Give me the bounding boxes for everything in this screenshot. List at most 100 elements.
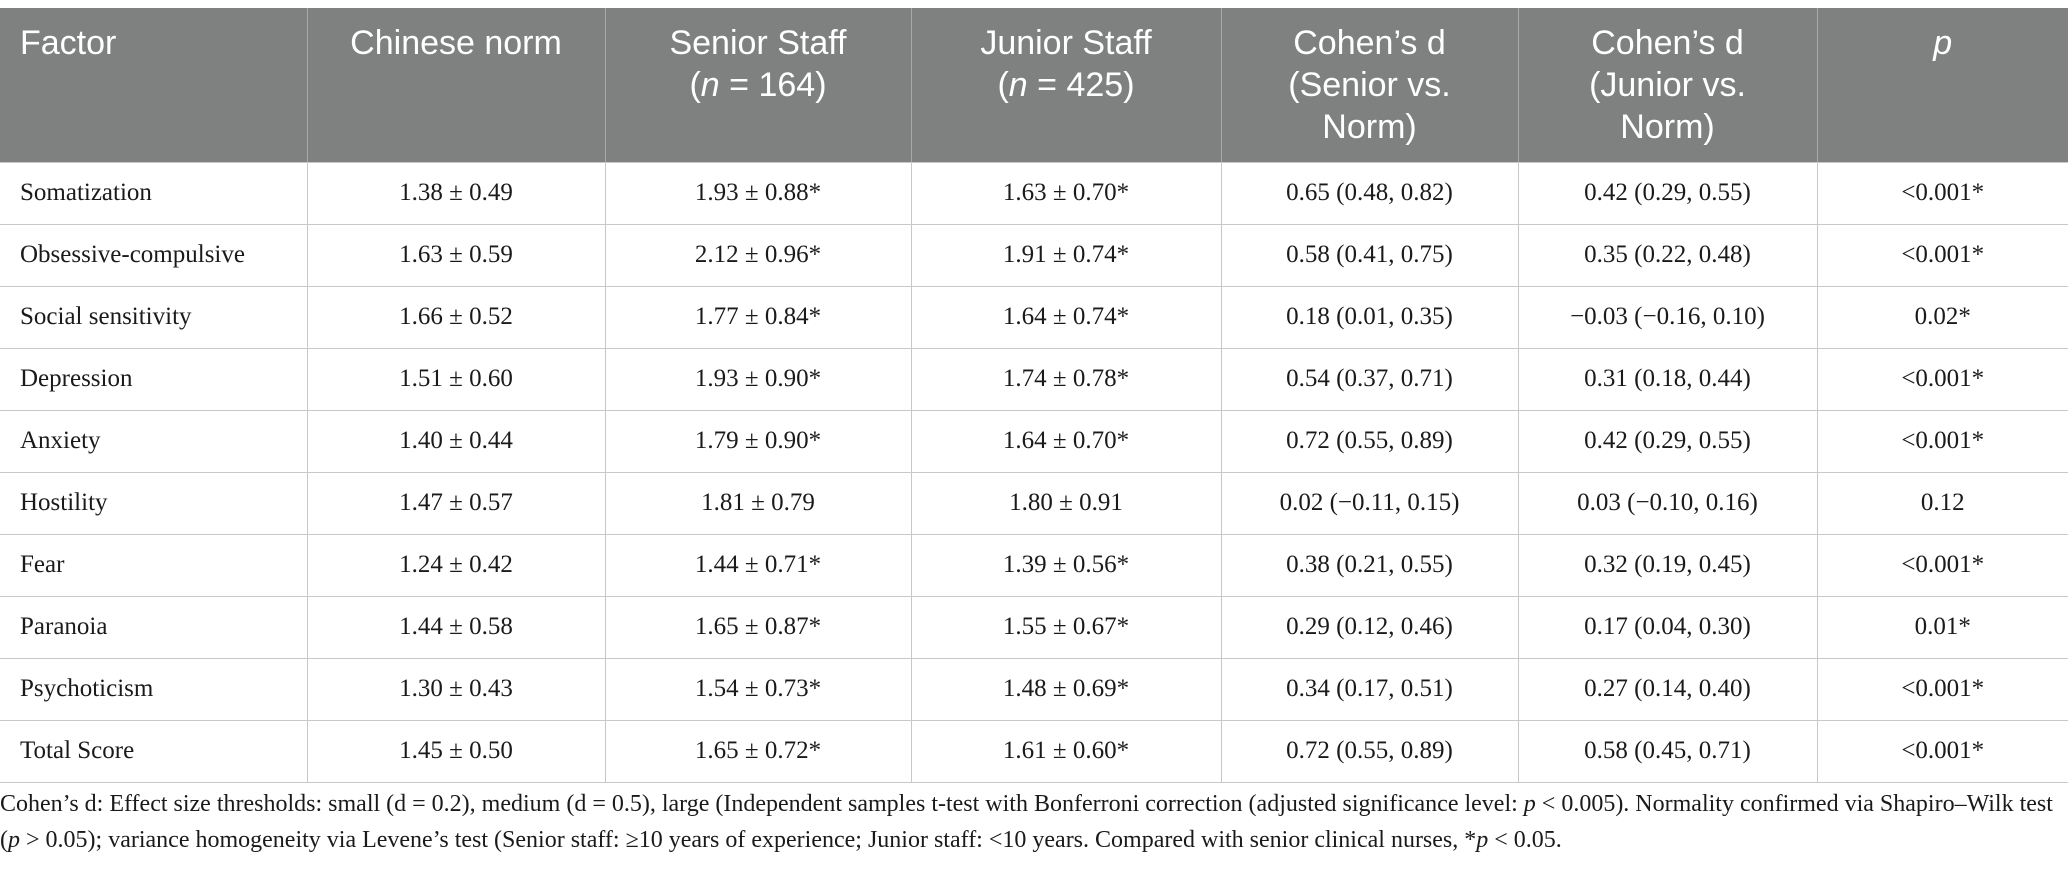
cell-p-value: <0.001*	[1817, 162, 2068, 225]
cell-cohens-d-junior: 0.17 (0.04, 0.30)	[1518, 596, 1818, 659]
cell-p-value: <0.001*	[1817, 658, 2068, 721]
cell-chinese-norm: 1.66 ± 0.52	[307, 286, 606, 349]
cell-chinese-norm: 1.40 ± 0.44	[307, 410, 606, 473]
header-cohens-d-junior-line3: Norm)	[1620, 108, 1715, 146]
cell-cohens-d-junior: 0.42 (0.29, 0.55)	[1518, 410, 1818, 473]
cell-cohens-d-junior: 0.32 (0.19, 0.45)	[1518, 534, 1818, 597]
cell-senior-staff: 1.93 ± 0.88*	[605, 162, 912, 225]
table-footnote: Cohen’s d: Effect size thresholds: small…	[0, 786, 2060, 858]
cell-cohens-d-senior: 0.38 (0.21, 0.55)	[1221, 534, 1519, 597]
cell-factor: Depression	[0, 348, 308, 411]
cell-factor: Paranoia	[0, 596, 308, 659]
cell-factor: Anxiety	[0, 410, 308, 473]
cell-junior-staff: 1.63 ± 0.70*	[911, 162, 1222, 225]
footnote-p-symbol-2: p	[8, 827, 20, 853]
cell-p-value: <0.001*	[1817, 410, 2068, 473]
cell-junior-staff: 1.55 ± 0.67*	[911, 596, 1222, 659]
header-row: Factor Chinese norm Senior Staff (n = 16…	[0, 8, 2068, 163]
header-junior-staff-n: n	[1008, 66, 1028, 104]
cell-junior-staff: 1.39 ± 0.56*	[911, 534, 1222, 597]
results-table: Factor Chinese norm Senior Staff (n = 16…	[0, 8, 2068, 783]
cell-chinese-norm: 1.51 ± 0.60	[307, 348, 606, 411]
cell-p-value: <0.001*	[1817, 534, 2068, 597]
cell-cohens-d-junior: −0.03 (−0.16, 0.10)	[1518, 286, 1818, 349]
cell-cohens-d-junior: 0.35 (0.22, 0.48)	[1518, 224, 1818, 287]
cell-chinese-norm: 1.44 ± 0.58	[307, 596, 606, 659]
header-senior-staff-count: = 164)	[719, 66, 827, 104]
footnote-part2: < 0.005). Normality confirmed via Shapir…	[0, 791, 2053, 853]
table-row: Paranoia 1.44 ± 0.58 1.65 ± 0.87* 1.55 ± 0.…	[0, 596, 2068, 659]
cell-junior-staff: 1.48 ± 0.69*	[911, 658, 1222, 721]
header-factor-label: Factor	[20, 24, 117, 62]
cell-chinese-norm: 1.47 ± 0.57	[307, 472, 606, 535]
table-body: Somatization 1.38 ± 0.49 1.93 ± 0.88* 1.63 …	[0, 162, 2068, 783]
cell-chinese-norm: 1.24 ± 0.42	[307, 534, 606, 597]
cell-cohens-d-junior: 0.58 (0.45, 0.71)	[1518, 720, 1818, 783]
table-row: Anxiety 1.40 ± 0.44 1.79 ± 0.90* 1.64 ± 0.7…	[0, 410, 2068, 473]
header-cohens-d-junior-line2: (Junior vs.	[1589, 66, 1746, 104]
cell-cohens-d-senior: 0.02 (−0.11, 0.15)	[1221, 472, 1519, 535]
header-cohens-d-senior: Cohen’s d (Senior vs. Norm)	[1221, 8, 1519, 163]
cell-chinese-norm: 1.38 ± 0.49	[307, 162, 606, 225]
cell-cohens-d-senior: 0.65 (0.48, 0.82)	[1221, 162, 1519, 225]
cell-senior-staff: 1.65 ± 0.87*	[605, 596, 912, 659]
header-cohens-d-senior-line1: Cohen’s d	[1293, 24, 1446, 62]
header-cohens-d-senior-line3: Norm)	[1322, 108, 1417, 146]
cell-cohens-d-senior: 0.18 (0.01, 0.35)	[1221, 286, 1519, 349]
cell-cohens-d-senior: 0.34 (0.17, 0.51)	[1221, 658, 1519, 721]
header-senior-staff-open: (	[689, 66, 701, 104]
footnote-part1: Cohen’s d: Effect size thresholds: small…	[0, 791, 1524, 817]
header-factor: Factor	[0, 8, 308, 163]
cell-p-value: 0.12	[1817, 472, 2068, 535]
header-cohens-d-junior-line1: Cohen’s d	[1591, 24, 1744, 62]
table-row: Psychoticism 1.30 ± 0.43 1.54 ± 0.73* 1.48 …	[0, 658, 2068, 721]
cell-junior-staff: 1.64 ± 0.70*	[911, 410, 1222, 473]
header-cohens-d-junior: Cohen’s d (Junior vs. Norm)	[1518, 8, 1818, 163]
cell-cohens-d-senior: 0.29 (0.12, 0.46)	[1221, 596, 1519, 659]
cell-p-value: <0.001*	[1817, 224, 2068, 287]
cell-factor: Somatization	[0, 162, 308, 225]
cell-cohens-d-senior: 0.72 (0.55, 0.89)	[1221, 410, 1519, 473]
cell-senior-staff: 1.54 ± 0.73*	[605, 658, 912, 721]
cell-senior-staff: 1.79 ± 0.90*	[605, 410, 912, 473]
header-chinese-norm: Chinese norm	[307, 8, 606, 163]
cell-chinese-norm: 1.30 ± 0.43	[307, 658, 606, 721]
header-junior-staff: Junior Staff (n = 425)	[911, 8, 1222, 163]
header-senior-staff-n: n	[700, 66, 720, 104]
header-chinese-norm-label: Chinese norm	[350, 24, 562, 62]
cell-factor: Obsessive-compulsive	[0, 224, 308, 287]
cell-cohens-d-junior: 0.27 (0.14, 0.40)	[1518, 658, 1818, 721]
cell-factor: Hostility	[0, 472, 308, 535]
cell-junior-staff: 1.61 ± 0.60*	[911, 720, 1222, 783]
cell-senior-staff: 1.65 ± 0.72*	[605, 720, 912, 783]
cell-cohens-d-senior: 0.54 (0.37, 0.71)	[1221, 348, 1519, 411]
cell-senior-staff: 2.12 ± 0.96*	[605, 224, 912, 287]
cell-cohens-d-junior: 0.42 (0.29, 0.55)	[1518, 162, 1818, 225]
cell-junior-staff: 1.91 ± 0.74*	[911, 224, 1222, 287]
cell-p-value: <0.001*	[1817, 348, 2068, 411]
cell-senior-staff: 1.81 ± 0.79	[605, 472, 912, 535]
table-row: Somatization 1.38 ± 0.49 1.93 ± 0.88* 1.63 …	[0, 162, 2068, 225]
header-cohens-d-senior-line2: (Senior vs.	[1288, 66, 1451, 104]
footnote-part4: < 0.05.	[1488, 827, 1562, 853]
header-junior-staff-count: = 425)	[1027, 66, 1135, 104]
cell-factor: Total Score	[0, 720, 308, 783]
cell-chinese-norm: 1.63 ± 0.59	[307, 224, 606, 287]
cell-cohens-d-senior: 0.72 (0.55, 0.89)	[1221, 720, 1519, 783]
cell-chinese-norm: 1.45 ± 0.50	[307, 720, 606, 783]
footnote-part3: > 0.05); variance homogeneity via Levene…	[20, 827, 1477, 853]
table-row: Hostility 1.47 ± 0.57 1.81 ± 0.79 1.80 ± 0.…	[0, 472, 2068, 535]
cell-junior-staff: 1.64 ± 0.74*	[911, 286, 1222, 349]
header-p-label: p	[1933, 24, 1953, 62]
footnote-p-symbol-1: p	[1523, 791, 1536, 817]
cell-cohens-d-junior: 0.31 (0.18, 0.44)	[1518, 348, 1818, 411]
cell-factor: Social sensitivity	[0, 286, 308, 349]
table-row: Fear 1.24 ± 0.42 1.44 ± 0.71* 1.39 ± 0.56* 0…	[0, 534, 2068, 597]
header-junior-staff-open: (	[997, 66, 1009, 104]
header-senior-staff: Senior Staff (n = 164)	[605, 8, 912, 163]
cell-cohens-d-senior: 0.58 (0.41, 0.75)	[1221, 224, 1519, 287]
cell-factor: Psychoticism	[0, 658, 308, 721]
header-junior-staff-label: Junior Staff	[980, 24, 1152, 62]
cell-junior-staff: 1.80 ± 0.91	[911, 472, 1222, 535]
